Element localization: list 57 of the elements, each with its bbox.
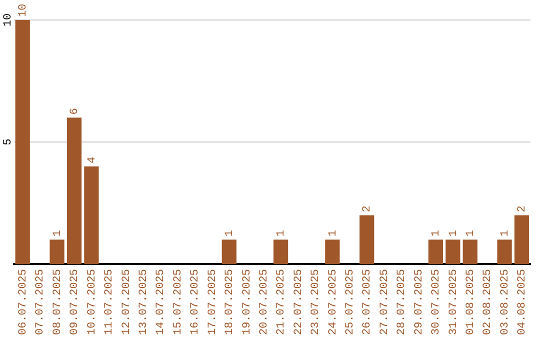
data-label: 2: [516, 206, 529, 212]
x-tick-label: 14.07.2025: [155, 268, 168, 336]
x-tick-label: 28.07.2025: [396, 268, 408, 336]
bar: [84, 166, 99, 264]
x-tick-label: 08.07.2025: [52, 268, 64, 336]
bar: [497, 240, 512, 264]
x-tick-label: 04.08.2025: [516, 268, 529, 336]
data-label: 1: [276, 230, 288, 237]
bar: [360, 215, 374, 264]
data-label: 2: [362, 206, 374, 212]
x-tick-label: 13.07.2025: [138, 268, 150, 336]
x-tick-label: 20.07.2025: [258, 268, 270, 336]
x-tick-label: 03.08.2025: [499, 268, 512, 336]
x-tick-label: 19.07.2025: [241, 268, 254, 336]
data-label: 4: [86, 156, 98, 164]
data-label: 1: [499, 230, 512, 237]
data-label: 1: [52, 230, 64, 237]
bar: [428, 240, 444, 264]
bar: [66, 118, 82, 264]
x-tick-label: 18.07.2025: [224, 268, 236, 336]
x-tick-label: 09.07.2025: [69, 268, 82, 336]
data-label: 1: [224, 230, 236, 237]
x-tick-label: 26.07.2025: [362, 268, 374, 336]
x-tick-label: 10.07.2025: [86, 268, 98, 336]
x-tick-label: 12.07.2025: [120, 268, 133, 336]
x-tick-label: 02.08.2025: [482, 268, 494, 336]
x-tick-label: 01.08.2025: [465, 268, 478, 336]
data-label: 1: [465, 230, 478, 237]
x-tick-label: 29.07.2025: [413, 268, 426, 336]
x-tick-label: 16.07.2025: [190, 268, 202, 336]
x-tick-label: 30.07.2025: [430, 268, 443, 336]
data-label: 6: [69, 108, 82, 115]
bar: [462, 240, 478, 264]
bar: [325, 240, 340, 264]
bar: [15, 20, 30, 264]
x-tick-label: 21.07.2025: [276, 268, 288, 336]
x-tick-label: 25.07.2025: [344, 268, 357, 336]
x-tick-label: 17.07.2025: [206, 268, 219, 336]
bar: [222, 240, 236, 264]
bar: [514, 215, 530, 264]
data-label: 10: [18, 4, 30, 17]
bar: [446, 240, 460, 264]
x-tick-label: 22.07.2025: [292, 268, 305, 336]
data-label: 1: [448, 230, 460, 237]
x-tick-label: 15.07.2025: [172, 268, 184, 336]
bar: [273, 240, 288, 264]
y-tick-label: 5: [2, 138, 14, 146]
x-tick-label: 31.07.2025: [448, 268, 460, 336]
bar: [50, 240, 64, 264]
x-tick-label: 23.07.2025: [310, 268, 322, 336]
x-tick-label: 27.07.2025: [378, 268, 391, 336]
x-tick-label: 06.07.2025: [18, 268, 30, 336]
data-label: 1: [327, 230, 340, 237]
data-label: 1: [430, 230, 443, 237]
x-tick-label: 07.07.2025: [34, 268, 47, 336]
x-tick-label: 11.07.2025: [104, 268, 116, 336]
x-tick-label: 24.07.2025: [327, 268, 340, 336]
